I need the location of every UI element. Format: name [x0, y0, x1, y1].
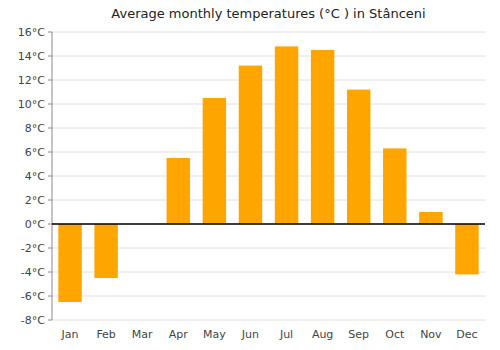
y-tick-label: -8°C: [21, 314, 45, 327]
bars: [58, 46, 478, 302]
grid-line: [52, 200, 485, 201]
bar: [275, 46, 298, 224]
bar: [167, 158, 190, 224]
x-tick-label: Jan: [61, 328, 79, 341]
chart: Average monthly temperatures (°C ) in St…: [0, 0, 500, 350]
y-tick: [48, 128, 52, 129]
y-tick: [48, 320, 52, 321]
x-tick-label: Feb: [96, 328, 115, 341]
y-tick: [48, 272, 52, 273]
grid-line: [52, 224, 485, 225]
y-axis-line: [52, 32, 53, 320]
x-tick-label: Apr: [169, 328, 189, 341]
bar: [455, 224, 478, 274]
y-tick-label: 10°C: [18, 98, 45, 111]
bar: [347, 90, 370, 224]
y-tick-label: -2°C: [21, 242, 45, 255]
bar: [203, 98, 226, 224]
y-tick-label: 12°C: [18, 74, 45, 87]
y-tick: [48, 104, 52, 105]
y-tick: [48, 248, 52, 249]
x-axis: Jan Feb Mar Apr May Jun Jul Aug Sep Oct Nov Dec: [61, 328, 478, 341]
y-tick: [48, 200, 52, 201]
grid-line: [52, 152, 485, 153]
y-tick-label: 16°C: [18, 26, 45, 39]
x-tick-label: May: [203, 328, 226, 341]
y-tick: [48, 176, 52, 177]
y-tick-label: 8°C: [25, 122, 45, 135]
grid-line: [52, 296, 485, 297]
bar: [383, 148, 406, 224]
bar: [311, 50, 334, 224]
chart-container: Average monthly temperatures (°C ) in St…: [0, 0, 500, 350]
grid-line: [52, 320, 485, 321]
grid-line: [52, 56, 485, 57]
y-tick-label: 0°C: [25, 218, 45, 231]
x-tick-label: Oct: [385, 328, 405, 341]
grid-line: [52, 32, 485, 33]
y-tick: [48, 152, 52, 153]
x-tick-label: Jul: [279, 328, 293, 341]
x-tick-label: Sep: [348, 328, 369, 341]
y-axis: -8°C -6°C -4°C -2°C 0°C 2°C 4°C 6°C 8°C 10°C 12°C 1…: [18, 26, 52, 327]
y-tick-label: -4°C: [21, 266, 45, 279]
grid-line: [52, 176, 485, 177]
bar: [94, 224, 117, 278]
bar: [58, 224, 81, 302]
x-tick-label: Dec: [456, 328, 477, 341]
y-tick-label: -6°C: [21, 290, 45, 303]
chart-title: Average monthly temperatures (°C ) in St…: [111, 6, 425, 21]
grid: [52, 32, 485, 320]
grid-line: [52, 80, 485, 81]
bar: [419, 212, 442, 224]
x-tick-label: Mar: [132, 328, 153, 341]
x-tick-label: Nov: [420, 328, 442, 341]
grid-line: [52, 128, 485, 129]
y-tick: [48, 32, 52, 33]
y-tick-label: 2°C: [25, 194, 45, 207]
grid-line: [52, 104, 485, 105]
y-tick: [48, 296, 52, 297]
y-tick-label: 4°C: [25, 170, 45, 183]
baseline: [52, 223, 485, 225]
y-tick-label: 6°C: [25, 146, 45, 159]
x-tick-label: Aug: [312, 328, 333, 341]
y-tick-label: 14°C: [18, 50, 45, 63]
bar: [239, 66, 262, 224]
x-tick-label: Jun: [241, 328, 259, 341]
y-tick: [48, 56, 52, 57]
y-tick: [48, 224, 52, 225]
y-tick: [48, 80, 52, 81]
